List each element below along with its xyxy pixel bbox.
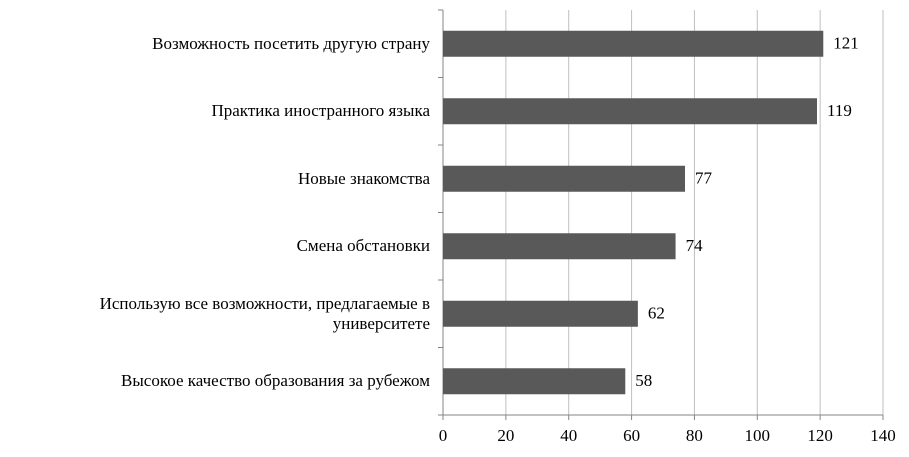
y-tick-label: Практика иностранного языка bbox=[211, 101, 430, 121]
value-label: 119 bbox=[827, 101, 852, 120]
y-tick-label: Возможность посетить другую страну bbox=[152, 33, 430, 53]
x-tick-label: 140 bbox=[870, 426, 896, 445]
x-tick-label: 40 bbox=[560, 426, 577, 445]
bar bbox=[443, 300, 638, 327]
bar bbox=[443, 30, 824, 57]
value-label: 58 bbox=[635, 371, 652, 390]
bar bbox=[443, 98, 817, 125]
y-tick-label: Смена обстановки bbox=[296, 236, 430, 256]
x-tick-label: 0 bbox=[439, 426, 448, 445]
x-tick-label: 80 bbox=[686, 426, 703, 445]
y-tick-label: Высокое качество образования за рубежом bbox=[121, 371, 430, 391]
y-tick-label: Новые знакомства bbox=[297, 168, 430, 188]
bar bbox=[443, 368, 626, 395]
value-label: 121 bbox=[833, 34, 859, 53]
bar bbox=[443, 165, 685, 192]
value-label: 74 bbox=[686, 236, 704, 255]
x-tick-label: 20 bbox=[497, 426, 514, 445]
y-tick-label: Использую все возможности, предлагаемые … bbox=[99, 293, 430, 333]
value-label: 77 bbox=[695, 169, 713, 188]
value-label: 62 bbox=[648, 304, 665, 323]
x-tick-label: 100 bbox=[745, 426, 771, 445]
x-tick-label: 60 bbox=[623, 426, 640, 445]
bar bbox=[443, 233, 676, 260]
x-tick-label: 120 bbox=[807, 426, 833, 445]
